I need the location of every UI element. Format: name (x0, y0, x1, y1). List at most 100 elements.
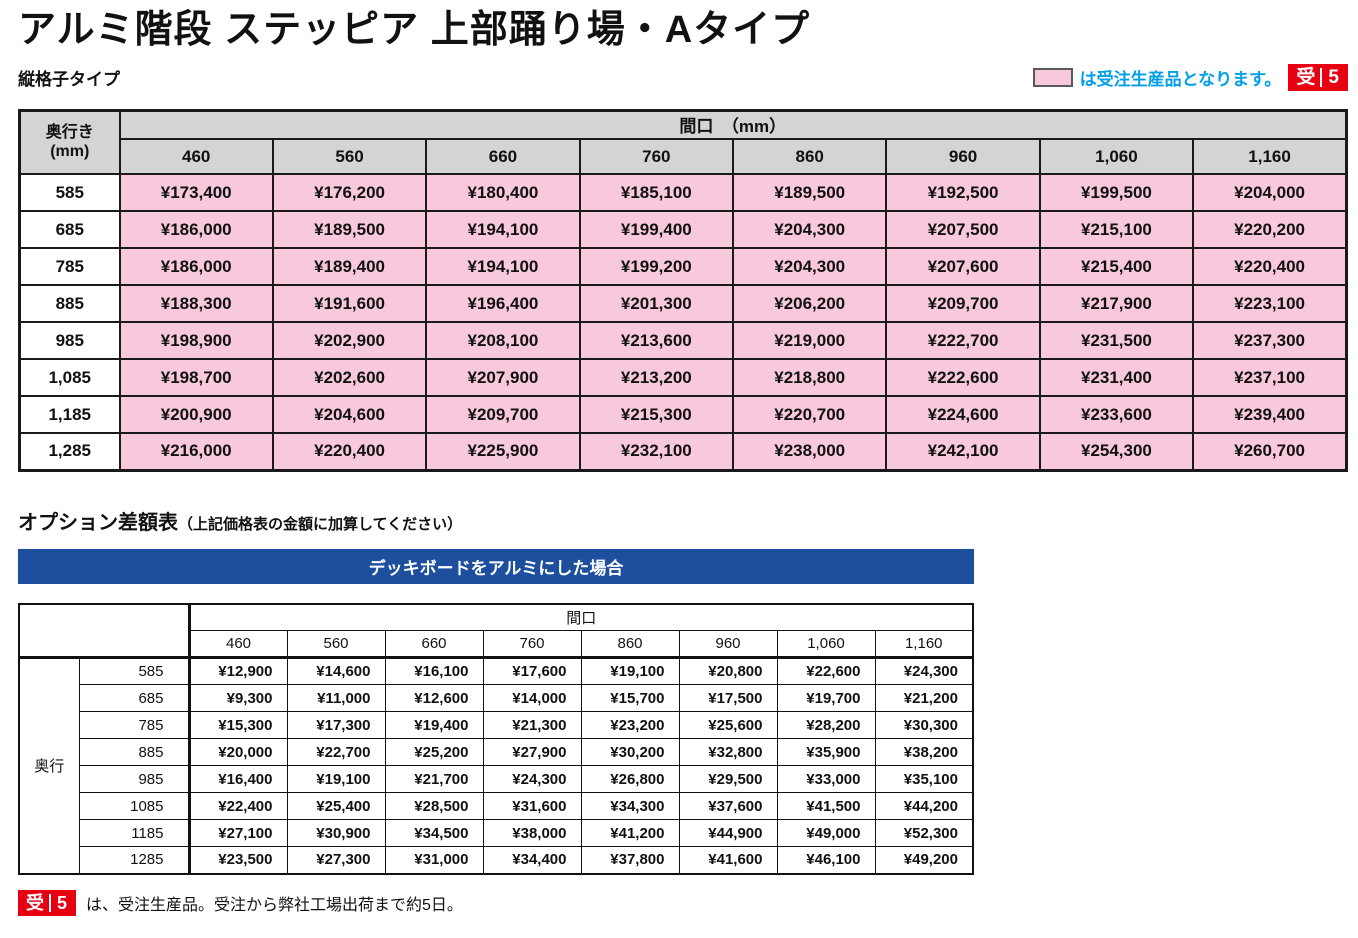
price-cell: ¥207,900 (425, 358, 581, 398)
subtitle-row: 縦格子タイプ は受注生産品となります。 受 5 (18, 63, 1348, 91)
row-label: 585 (18, 173, 121, 213)
column-header: 860 (731, 138, 888, 176)
price-cell: ¥15,300 (188, 711, 288, 740)
price-cell: ¥191,600 (271, 284, 428, 324)
price-cell: ¥30,900 (286, 819, 386, 848)
pink-swatch-icon (1032, 67, 1073, 87)
price-cell: ¥176,200 (271, 173, 428, 213)
price-cell: ¥31,000 (384, 846, 484, 875)
price-cell: ¥204,300 (731, 247, 888, 287)
price-cell: ¥254,300 (1038, 432, 1195, 472)
price-cell: ¥25,600 (678, 711, 778, 740)
price-cell: ¥224,600 (885, 395, 1041, 435)
price-cell: ¥260,700 (1192, 432, 1348, 472)
price-cell: ¥231,400 (1038, 358, 1195, 398)
price-cell: ¥14,600 (286, 657, 386, 686)
price-cell: ¥232,100 (578, 432, 735, 472)
price-cell: ¥34,400 (482, 846, 582, 875)
column-header: 460 (188, 630, 288, 660)
row-label: 985 (78, 765, 191, 794)
price-cell: ¥35,100 (874, 765, 974, 794)
table-row: 奥行 585 ¥12,900 ¥14,600 ¥16,100 ¥17,600 ¥19,100… (18, 657, 974, 875)
price-cell: ¥204,300 (731, 210, 888, 250)
price-cell: ¥189,500 (271, 210, 428, 250)
price-cell: ¥14,000 (482, 684, 582, 713)
order-lead-time-badge: 受 5 (1288, 63, 1348, 91)
made-to-order-legend: は受注生産品となります。 受 5 (1032, 63, 1348, 91)
badge-divider (1320, 67, 1323, 87)
price-cell: ¥34,300 (580, 792, 680, 821)
depth-header-line2: (mm) (50, 143, 90, 161)
price-cell: ¥22,700 (286, 738, 386, 767)
price-cell: ¥12,900 (188, 657, 288, 686)
column-header: 1,160 (874, 630, 974, 660)
price-cell: ¥201,300 (578, 284, 735, 324)
width-span-header: 間口 （mm） (118, 109, 1348, 141)
price-cell: ¥37,800 (580, 846, 680, 875)
price-cell: ¥222,700 (885, 321, 1041, 361)
page-title: アルミ階段 ステッピア 上部踊り場・Aタイプ (18, 9, 811, 51)
price-cell: ¥194,100 (425, 247, 581, 287)
price-cell: ¥199,200 (578, 247, 735, 287)
table-row: 1,185 ¥200,900 ¥204,600 ¥209,700 ¥215,300 ¥22… (18, 395, 1348, 435)
row-label: 685 (18, 210, 121, 250)
table-row: 1085 ¥22,400 ¥25,400 ¥28,500 ¥31,600 ¥34,300 ¥… (19, 792, 974, 821)
price-cell: ¥189,500 (731, 173, 888, 213)
price-cell: ¥23,500 (188, 846, 288, 875)
row-label: 585 (78, 657, 191, 686)
row-label: 785 (78, 711, 191, 740)
table-row: 685 ¥186,000 ¥189,500 ¥194,100 ¥199,400 ¥204,… (18, 210, 1348, 250)
price-cell: ¥199,400 (578, 210, 735, 250)
price-cell: ¥213,600 (578, 321, 735, 361)
footer-badge-kanji-label: 受 (26, 892, 44, 913)
price-cell: ¥20,000 (188, 738, 288, 767)
column-header: 560 (271, 138, 428, 176)
table-row: 985 ¥16,400 ¥19,100 ¥21,700 ¥24,300 ¥26,800 ¥2… (19, 765, 974, 794)
price-cell: ¥28,500 (384, 792, 484, 821)
option-heading-note: （上記価格表の金額に加算してください） (178, 515, 463, 533)
price-cell: ¥27,900 (482, 738, 582, 767)
price-cell: ¥185,100 (578, 173, 735, 213)
badge-kanji-label: 受 (1296, 66, 1316, 88)
price-cell: ¥220,400 (271, 432, 428, 472)
row-label: 985 (18, 321, 121, 361)
price-cell: ¥186,000 (118, 210, 274, 250)
price-cell: ¥52,300 (874, 819, 974, 848)
price-cell: ¥49,000 (776, 819, 876, 848)
table-row: 685 ¥9,300 ¥11,000 ¥12,600 ¥14,000 ¥15,700 ¥17… (19, 684, 974, 713)
price-cell: ¥15,700 (580, 684, 680, 713)
price-cell: ¥49,200 (874, 846, 974, 875)
price-cell: ¥26,800 (580, 765, 680, 794)
price-cell: ¥220,200 (1192, 210, 1348, 250)
footer-order-badge: 受 5 (18, 889, 77, 916)
column-header: 760 (482, 630, 582, 660)
price-table: 奥行き (mm) 間口 （mm） 460 560 660 760 860 960 1,060… (18, 108, 1348, 472)
price-cell: ¥9,300 (188, 684, 288, 713)
price-cell: ¥17,600 (482, 657, 582, 686)
depth-header-cell: 奥行き (mm) (18, 109, 121, 176)
price-cell: ¥35,900 (776, 738, 876, 767)
price-cell: ¥206,200 (731, 284, 888, 324)
price-cell: ¥215,300 (578, 395, 735, 435)
price-cell: ¥218,800 (731, 358, 888, 398)
column-header: 1,160 (1192, 138, 1348, 176)
price-cell: ¥41,600 (678, 846, 778, 875)
price-cell: ¥233,600 (1038, 395, 1195, 435)
footer-text: は、受注生産品。受注から弊社工場出荷まで約5日。 (86, 896, 463, 914)
price-cell: ¥202,600 (271, 358, 428, 398)
price-cell: ¥173,400 (118, 173, 274, 213)
column-header: 460 (118, 138, 274, 176)
depth-header-line1: 奥行き (45, 124, 94, 142)
row-label: 785 (18, 247, 121, 287)
price-cell: ¥21,200 (874, 684, 974, 713)
price-cell: ¥23,200 (580, 711, 680, 740)
row-label: 885 (18, 284, 121, 324)
price-cell: ¥204,000 (1192, 173, 1348, 213)
type-subtitle: 縦格子タイプ (18, 69, 120, 89)
price-cell: ¥27,300 (286, 846, 386, 875)
price-cell: ¥32,800 (678, 738, 778, 767)
row-label: 1,285 (18, 432, 121, 472)
price-cell: ¥16,400 (188, 765, 288, 794)
price-cell: ¥29,500 (678, 765, 778, 794)
price-cell: ¥231,500 (1038, 321, 1195, 361)
